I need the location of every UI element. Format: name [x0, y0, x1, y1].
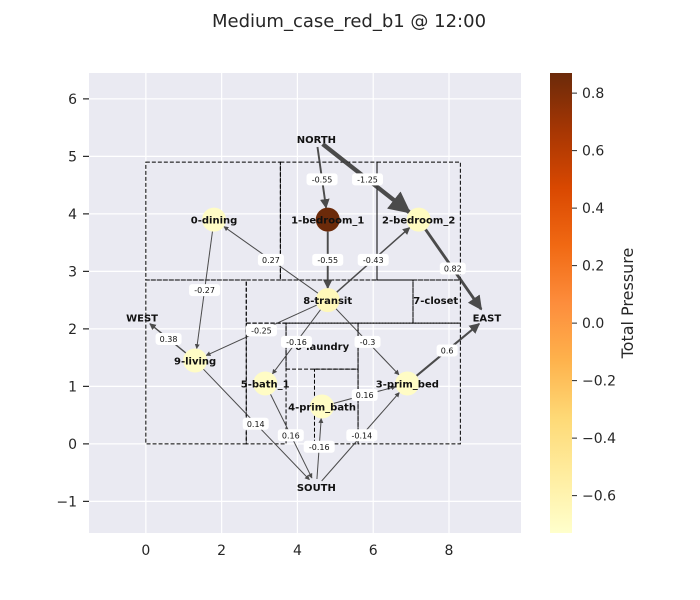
- nodes-layer: 0-dining 1-bedroom_1 2-bedroom_2 8-transit 7…: [126, 135, 501, 494]
- y-axis: −1 0 1 2 3 4 5 6: [56, 92, 89, 510]
- x-tick-label: 2: [217, 543, 226, 559]
- edge-label: -0.14: [351, 431, 372, 440]
- edge-label: 0.27: [262, 256, 280, 265]
- node-label: 6-laundry: [295, 342, 350, 353]
- node-circle: [315, 288, 340, 313]
- room-outline: [279, 161, 378, 281]
- colorbar-gradient: [550, 73, 572, 533]
- edge-label-box: [155, 332, 182, 345]
- edge-label-box: [354, 335, 381, 348]
- room-outlines: [145, 161, 461, 445]
- room-outline: [357, 322, 461, 445]
- y-tick-label: 3: [68, 264, 77, 280]
- x-tick-label: 0: [141, 543, 150, 559]
- edge-label: -0.55: [317, 256, 338, 265]
- edge-label: 0.38: [160, 335, 178, 344]
- y-tick-label: 6: [68, 92, 77, 108]
- edge-label: 0.16: [282, 431, 300, 440]
- edge-label: -0.27: [194, 286, 215, 295]
- colorbar: 0.8 0.6 0.4 0.2 0.0 −0.2 −0.4 −0.6: [550, 73, 616, 533]
- node-label: WEST: [126, 313, 158, 324]
- node-label: 8-transit: [303, 296, 352, 307]
- chart-title: Medium_case_red_b1 @ 12:00: [212, 11, 486, 32]
- edge-label: -0.25: [251, 326, 272, 335]
- y-tick-label: 2: [68, 322, 77, 338]
- edge-label: -0.43: [363, 256, 384, 265]
- room-outline: [245, 322, 287, 445]
- node-label: 0-dining: [191, 216, 238, 227]
- edge-label-box: [277, 429, 304, 442]
- colorbar-tick-label: 0.4: [582, 201, 604, 217]
- colorbar-tick-label: −0.6: [582, 489, 616, 505]
- edge-label-box: [242, 417, 269, 430]
- edge-label: 0.6: [441, 346, 454, 355]
- colorbar-tick-label: 0.6: [582, 144, 604, 160]
- colorbar-tick-label: 0.8: [582, 86, 604, 102]
- edge-labels-layer: -0.55 -1.25 0.82 -0.55 -0.43 0.27 -0.27 0.38 -0.…: [155, 173, 466, 453]
- colorbar-tick-label: 0.0: [582, 316, 604, 332]
- edge-label: 0.14: [247, 420, 265, 429]
- x-tick-label: 6: [369, 543, 378, 559]
- colorbar-tick-label: 0.2: [582, 259, 604, 275]
- node-circle: [183, 348, 208, 373]
- colorbar-tick-label: −0.4: [582, 431, 616, 447]
- y-tick-label: −1: [56, 494, 77, 510]
- node-label: 5-bath_1: [241, 380, 290, 391]
- node-label: 2-bedroom_2: [382, 216, 455, 227]
- edge-label-box: [352, 173, 384, 186]
- node-circle: [253, 371, 278, 396]
- edge-label: -0.3: [360, 338, 376, 347]
- node-label: 4-prim_bath: [288, 403, 356, 414]
- y-tick-label: 5: [68, 149, 77, 165]
- node-circle: [310, 394, 335, 419]
- edge-label-box: [257, 253, 284, 266]
- edge-label-box: [346, 429, 378, 442]
- edge-label-box: [245, 324, 277, 337]
- node-label: 1-bedroom_1: [291, 216, 364, 227]
- edge-label-box: [436, 344, 458, 357]
- node-label: 3-prim_bed: [376, 380, 439, 391]
- x-axis: 0 2 4 6 8: [141, 543, 453, 559]
- node-circle: [315, 207, 340, 232]
- edge-label-box: [439, 262, 466, 275]
- node-label: EAST: [473, 313, 502, 324]
- node-circle: [406, 207, 431, 232]
- edge-label: -0.16: [309, 443, 330, 452]
- edge-label-box: [306, 173, 338, 186]
- edge-label: -1.25: [357, 175, 378, 184]
- node-label: 7-closet: [413, 296, 458, 307]
- colorbar-label: Total Pressure: [618, 248, 637, 360]
- y-tick-label: 1: [68, 379, 77, 395]
- node-label: NORTH: [297, 135, 336, 146]
- colorbar-tick-label: −0.2: [582, 374, 616, 390]
- x-tick-label: 4: [293, 543, 302, 559]
- edge-label-box: [351, 389, 378, 401]
- edge-label: 0.16: [356, 391, 374, 400]
- edge-label-box: [189, 284, 221, 297]
- edge-label-box: [357, 253, 389, 266]
- node-label: 9-living: [174, 357, 216, 368]
- x-tick-label: 8: [445, 543, 454, 559]
- room-outline: [376, 161, 461, 281]
- edge-label-box: [312, 253, 344, 266]
- edges-layer: [149, 142, 483, 482]
- edge-label-box: [280, 335, 312, 348]
- edge-label: -0.55: [312, 175, 333, 184]
- node-label: SOUTH: [297, 483, 336, 494]
- edge-label: 0.82: [444, 265, 462, 274]
- y-tick-label: 0: [68, 437, 77, 453]
- edge-label: -0.16: [286, 338, 307, 347]
- node-circle: [202, 207, 227, 232]
- edge-label-box: [303, 440, 335, 453]
- y-tick-label: 4: [68, 207, 77, 223]
- node-circle: [395, 371, 420, 396]
